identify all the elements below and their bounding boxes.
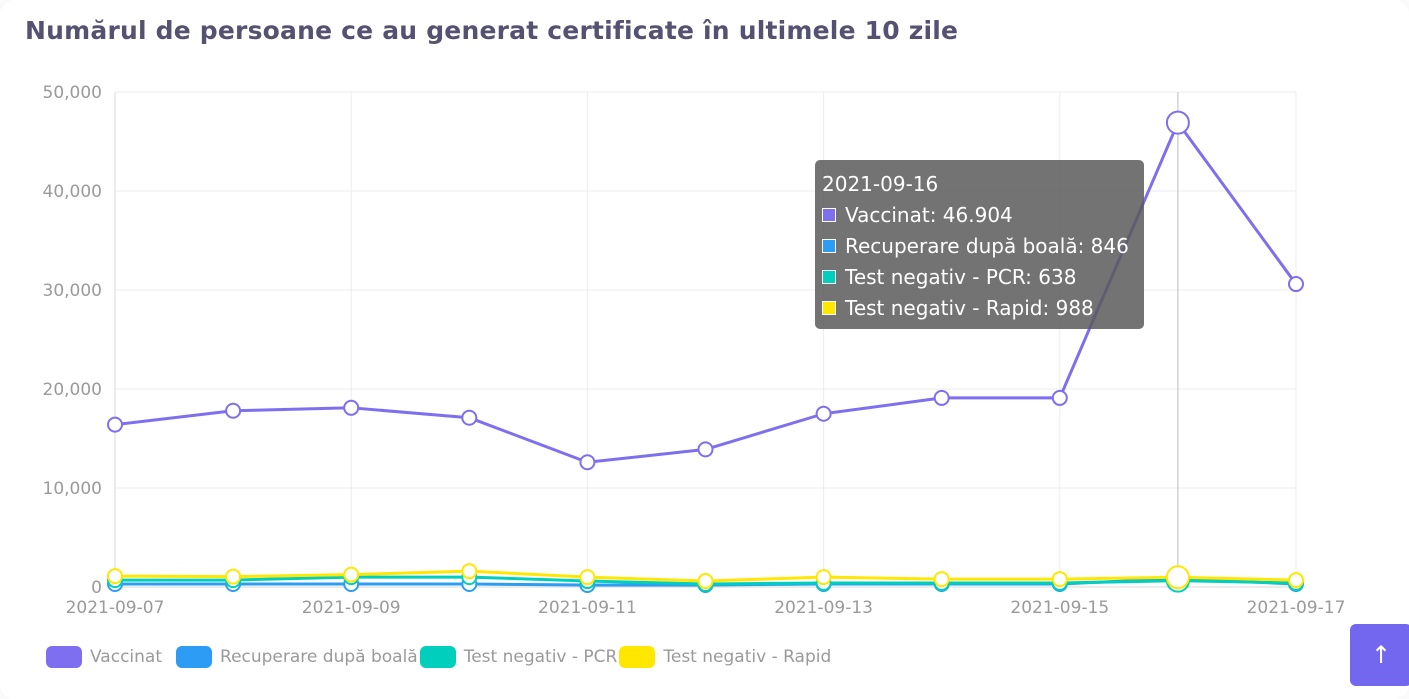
data-point: [343, 566, 360, 583]
tooltip-swatch: [822, 207, 836, 222]
tooltip-row: Test negativ - Rapid: 988: [845, 295, 1094, 320]
data-point: [107, 568, 123, 585]
data-point: [933, 389, 950, 406]
data-point: [815, 405, 832, 422]
legend-swatch: [419, 646, 456, 668]
data-point: [461, 563, 478, 580]
data-point: [225, 568, 242, 585]
data-point: [933, 571, 950, 588]
y-tick-label: 40,000: [43, 182, 102, 202]
data-point: [697, 573, 714, 590]
tooltip-row: Vaccinat: 46.904: [845, 202, 1013, 227]
y-tick-label: 10,000: [43, 479, 102, 499]
x-tick-label: 2021-09-13: [774, 598, 873, 618]
legend-swatch: [46, 646, 82, 668]
data-point: [107, 416, 123, 433]
data-point: [461, 409, 478, 426]
data-point: [225, 402, 242, 419]
x-tick-label: 2021-09-11: [538, 598, 637, 618]
data-point: [1051, 389, 1068, 406]
legend-swatch: [619, 646, 656, 668]
legend-item-recuperare[interactable]: Recuperare după boală: [176, 646, 418, 668]
data-point: [343, 399, 360, 416]
x-tick-label: 2021-09-07: [66, 598, 165, 618]
legend-label: Test negativ - Rapid: [663, 647, 832, 667]
legend-label: Vaccinat: [90, 647, 163, 667]
data-point: [1165, 565, 1190, 590]
legend-label: Test negativ - PCR: [463, 647, 618, 667]
back-to-top-button[interactable]: ↑: [1350, 624, 1409, 686]
tooltip-swatch: [822, 300, 836, 315]
tooltip-row: Recuperare după boală: 846: [845, 233, 1129, 258]
legend-item-rapid[interactable]: Test negativ - Rapid: [619, 646, 831, 668]
legend-item-pcr[interactable]: Test negativ - PCR: [419, 646, 618, 668]
data-point: [1288, 572, 1304, 589]
data-point: [579, 569, 596, 586]
legend-label: Recuperare după boală: [220, 647, 418, 667]
legend-item-vaccinat[interactable]: Vaccinat: [46, 646, 162, 668]
x-tick-label: 2021-09-17: [1247, 598, 1346, 618]
legend-swatch: [176, 646, 213, 668]
data-point: [1288, 276, 1304, 293]
tooltip-swatch: [822, 238, 836, 253]
arrow-up-icon: ↑: [1370, 641, 1392, 669]
chart-title: Numărul de persoane ce au generat certif…: [25, 16, 959, 45]
y-tick-label: 0: [91, 578, 102, 598]
y-tick-label: 50,000: [43, 83, 102, 103]
chart-legend: Vaccinat Recuperare după boală Test nega…: [46, 646, 833, 668]
tooltip-swatch: [822, 269, 836, 284]
tooltip-row: Test negativ - PCR: 638: [845, 264, 1077, 289]
data-point: [697, 441, 714, 458]
chart-tooltip: 2021-09-16 Vaccinat: 46.904 Recuperare d…: [815, 160, 1144, 329]
data-point: [579, 454, 596, 471]
y-tick-label: 30,000: [43, 281, 102, 301]
x-tick-label: 2021-09-09: [302, 598, 401, 618]
x-tick-label: 2021-09-15: [1010, 598, 1109, 618]
y-tick-label: 20,000: [43, 380, 102, 400]
data-point: [815, 569, 832, 586]
tooltip-title: 2021-09-16: [822, 171, 939, 196]
data-point: [1051, 571, 1068, 588]
data-point: [1165, 110, 1190, 135]
